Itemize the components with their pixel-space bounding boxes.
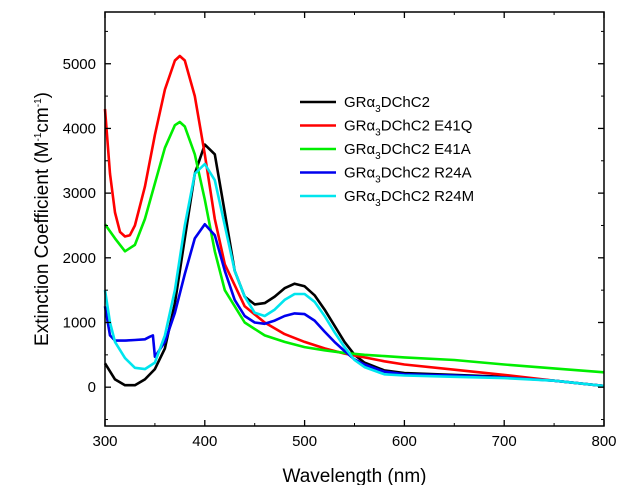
legend-label-subscript: 3 <box>375 104 381 115</box>
x-tick-label: 300 <box>92 433 117 450</box>
legend-label-3: GRα3DChC2 E41A <box>344 141 471 162</box>
legend-label-suffix: DChC2 R24M <box>381 188 474 205</box>
y-tick-label: 0 <box>88 379 96 396</box>
legend-label-greek: α <box>367 118 376 135</box>
legend-label-2: GRα3DChC2 E41Q <box>344 118 472 139</box>
legend-label-4: GRα3DChC2 R24A <box>344 165 472 186</box>
legend-label-prefix: GR <box>344 118 367 135</box>
y-axis-title-sup1: -1 <box>33 132 44 141</box>
y-axis-title-sup2: -1 <box>33 98 44 107</box>
legend-label-suffix: DChC2 E41A <box>381 141 471 158</box>
y-axis-title: Extinction Coefficient (M-1cm-1) <box>32 92 53 346</box>
legend-label-suffix: DChC2 R24A <box>381 165 472 182</box>
legend-label-suffix: DChC2 E41Q <box>381 118 473 135</box>
x-tick-label: 600 <box>392 433 417 450</box>
x-tick-label: 700 <box>492 433 517 450</box>
series-line-3 <box>103 120 605 374</box>
series-line-2 <box>103 54 605 388</box>
x-tick-label: 800 <box>591 433 616 450</box>
y-axis-title-suffix: ) <box>32 92 53 98</box>
y-axis-title-mid: cm <box>32 107 53 132</box>
y-axis-title-prefix: Extinction Coefficient (M <box>32 141 53 346</box>
series-layer <box>103 54 605 388</box>
series-line-5 <box>103 162 605 388</box>
legend-label-greek: α <box>367 188 376 205</box>
legend-label-prefix: GR <box>344 94 367 111</box>
y-tick-label: 5000 <box>63 56 96 73</box>
legend-label-5: GRα3DChC2 R24M <box>344 188 474 209</box>
x-tick-label: 400 <box>192 433 217 450</box>
legend-label-subscript: 3 <box>375 128 381 139</box>
legend-label-suffix: DChC2 <box>381 94 430 111</box>
y-tick-label: 4000 <box>63 120 96 137</box>
plot-frame <box>104 11 605 427</box>
x-tick-label: 500 <box>292 433 317 450</box>
legend-label-prefix: GR <box>344 141 367 158</box>
y-tick-label: 3000 <box>63 185 96 202</box>
y-tick-label: 2000 <box>63 250 96 267</box>
series-line-4 <box>103 222 605 388</box>
y-tick-label: 1000 <box>63 315 96 332</box>
legend-label-1: GRα3DChC2 <box>344 94 430 115</box>
legend-label-subscript: 3 <box>375 198 381 209</box>
legend-label-subscript: 3 <box>375 151 381 162</box>
legend-label-prefix: GR <box>344 188 367 205</box>
legend-label-greek: α <box>367 94 376 111</box>
x-axis-title: Wavelength (nm) <box>283 466 427 485</box>
legend-label-greek: α <box>367 165 376 182</box>
axis-layer: 300 400 500 600 700 800 0 1000 2000 3000 4000 5000 <box>63 12 617 450</box>
legend-label-greek: α <box>367 141 376 158</box>
series-line-1 <box>103 143 605 388</box>
legend-label-subscript: 3 <box>375 175 381 186</box>
legend-label-prefix: GR <box>344 165 367 182</box>
